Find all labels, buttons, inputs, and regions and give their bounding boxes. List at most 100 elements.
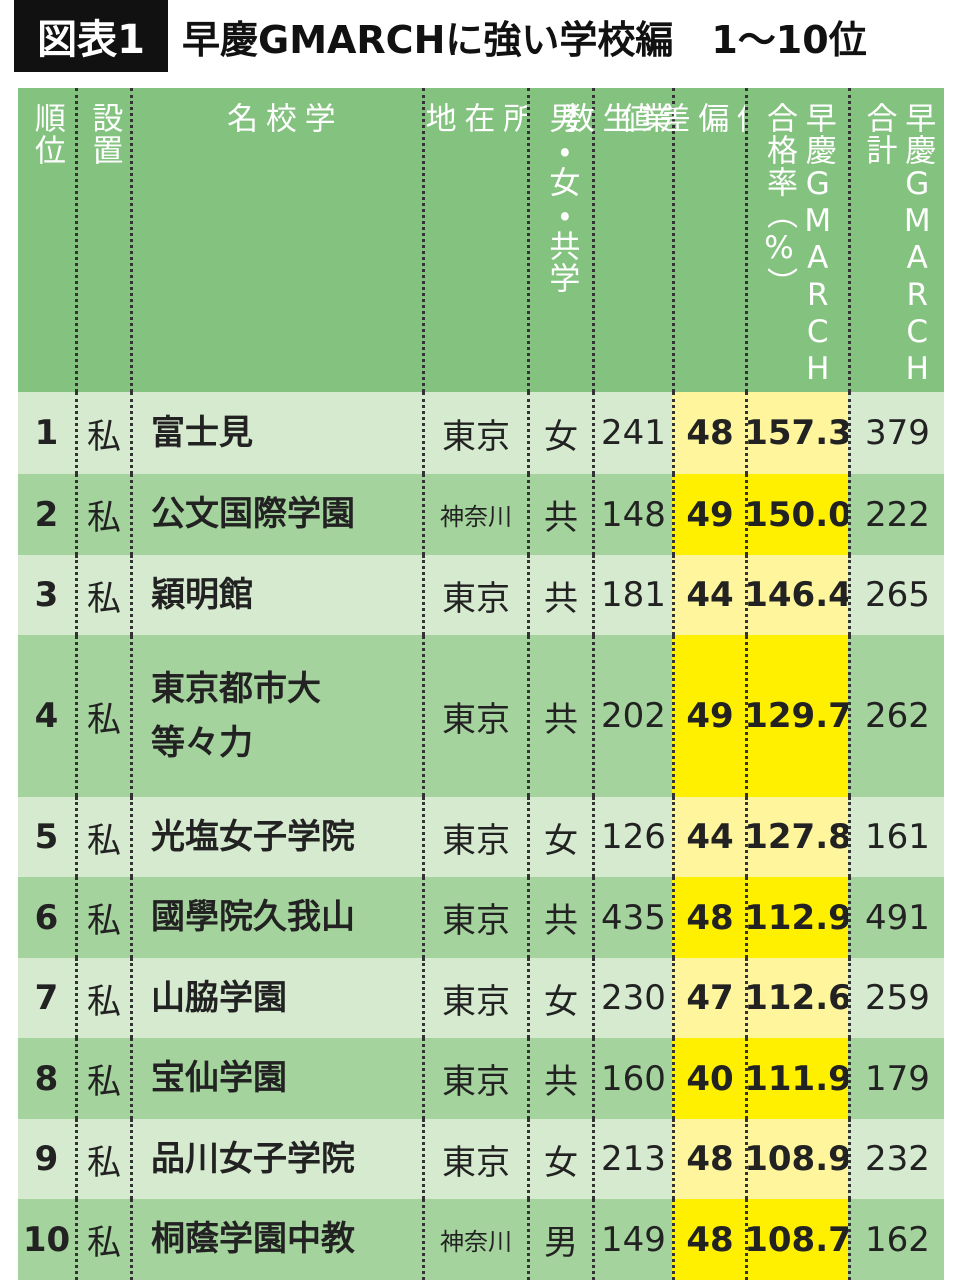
- table-cell: 8: [18, 1038, 75, 1119]
- table-cell: 126: [592, 797, 672, 877]
- table-cell: 265: [848, 555, 944, 635]
- table-cell: 48: [672, 1199, 745, 1280]
- table-cell: 品川女子学院: [130, 1119, 422, 1199]
- table-cell: 49: [672, 635, 745, 797]
- column-header: 学 校 名: [130, 88, 422, 392]
- table-cell: 262: [848, 635, 944, 797]
- table-cell: 公文国際学園: [130, 474, 422, 555]
- table-cell: 神奈川: [422, 1199, 527, 1280]
- table-cell: 48: [672, 1119, 745, 1199]
- table-cell: 4: [18, 635, 75, 797]
- table-cell: 私: [75, 1199, 130, 1280]
- table-cell: 379: [848, 392, 944, 474]
- table-cell: 435: [592, 877, 672, 958]
- table-cell: 108.7: [744, 1199, 852, 1280]
- table-cell: 私: [75, 555, 130, 635]
- table-cell: 東京: [422, 877, 527, 958]
- table-cell: 48: [672, 877, 745, 958]
- table-cell: 112.6: [744, 958, 852, 1038]
- table-cell: 女: [527, 392, 592, 474]
- table-cell: 山脇学園: [130, 958, 422, 1038]
- column-header: 所 在 地: [420, 88, 533, 392]
- column-header: 早慶GMARCH 合格率（%）: [745, 88, 848, 392]
- column-header-text: 設置: [86, 102, 123, 166]
- table-cell: 共: [527, 635, 592, 797]
- table-cell: 共: [527, 474, 592, 555]
- table-cell: 私: [75, 635, 130, 797]
- table-cell: 東京: [422, 1038, 527, 1119]
- table-cell: 49: [672, 474, 745, 555]
- table-cell: 162: [848, 1199, 944, 1280]
- table-cell: 共: [527, 1038, 592, 1119]
- table-cell: 146.4: [744, 555, 852, 635]
- table-cell: 213: [592, 1119, 672, 1199]
- table-cell: 穎明館: [130, 555, 422, 635]
- column-header: 男・女・共学: [527, 88, 592, 392]
- table-cell: 259: [848, 958, 944, 1038]
- table-cell: 神奈川: [422, 474, 527, 555]
- figure-label: 図表1: [14, 0, 168, 72]
- table-cell: 女: [527, 1119, 592, 1199]
- table-cell: 國學院久我山: [130, 877, 422, 958]
- column-header-text: 早慶GMARCH 合計: [860, 102, 936, 388]
- table-cell: 48: [672, 392, 745, 474]
- table-cell: 108.9: [744, 1119, 852, 1199]
- table-cell: 40: [672, 1038, 745, 1119]
- table-cell: 47: [672, 958, 745, 1038]
- table-cell: 2: [18, 474, 75, 555]
- table-cell: 181: [592, 555, 672, 635]
- table-cell: 私: [75, 1038, 130, 1119]
- table-cell: 161: [848, 797, 944, 877]
- table-cell: 私: [75, 1119, 130, 1199]
- table-cell: 160: [592, 1038, 672, 1119]
- table-cell: 222: [848, 474, 944, 555]
- table-cell: 202: [592, 635, 672, 797]
- column-header-text: 早慶GMARCH 合格率（%）: [761, 102, 836, 388]
- table-cell: 111.9: [744, 1038, 852, 1119]
- table-cell: 東京: [422, 555, 527, 635]
- table-cell: 232: [848, 1119, 944, 1199]
- table-cell: 148: [592, 474, 672, 555]
- column-header: 順位: [18, 88, 75, 392]
- table-cell: 7: [18, 958, 75, 1038]
- table-cell: 共: [527, 555, 592, 635]
- table-cell: 44: [672, 797, 745, 877]
- table-cell: 私: [75, 877, 130, 958]
- table-cell: 光塩女子学院: [130, 797, 422, 877]
- table-cell: 東京: [422, 958, 527, 1038]
- table-cell: 6: [18, 877, 75, 958]
- table-cell: 1: [18, 392, 75, 474]
- table-cell: 179: [848, 1038, 944, 1119]
- table-cell: 東京: [422, 797, 527, 877]
- table-cell: 男: [527, 1199, 592, 1280]
- table-cell: 私: [75, 392, 130, 474]
- table-cell: 東京都市大 等々力: [130, 635, 422, 797]
- table-cell: 127.8: [744, 797, 852, 877]
- table-cell: 東京: [422, 635, 527, 797]
- table-cell: 157.3: [744, 392, 852, 474]
- table-cell: 10: [18, 1199, 75, 1280]
- table-cell: 491: [848, 877, 944, 958]
- table-cell: 112.9: [744, 877, 852, 958]
- table-cell: 東京: [422, 392, 527, 474]
- column-header: 最 低 偏 差 値: [615, 88, 806, 392]
- table-cell: 宝仙学園: [130, 1038, 422, 1119]
- table-cell: 150.0: [744, 474, 852, 555]
- table-cell: 129.7: [744, 635, 852, 797]
- table-cell: 149: [592, 1199, 672, 1280]
- table-cell: 5: [18, 797, 75, 877]
- table-cell: 241: [592, 392, 672, 474]
- column-header: 早慶GMARCH 合計: [848, 88, 944, 392]
- table-cell: 44: [672, 555, 745, 635]
- table-cell: 9: [18, 1119, 75, 1199]
- table-cell: 230: [592, 958, 672, 1038]
- column-header-text: 所 在 地: [419, 102, 534, 134]
- table-cell: 3: [18, 555, 75, 635]
- table-cell: 女: [527, 797, 592, 877]
- table-cell: 共: [527, 877, 592, 958]
- column-header-text: 男・女・共学: [543, 102, 580, 294]
- table-cell: 私: [75, 474, 130, 555]
- table-cell: 私: [75, 797, 130, 877]
